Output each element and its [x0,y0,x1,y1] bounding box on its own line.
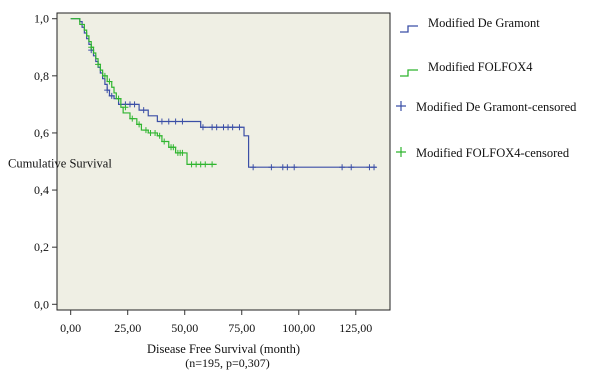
censor-mark [284,164,291,171]
y-tick-label: 0,4 [34,183,49,197]
censor-mark [250,164,257,171]
censor-mark [115,95,122,102]
plot-area [56,12,391,311]
x-axis-label: Disease Free Survival (month) [147,342,300,356]
censor-mark [129,115,136,122]
legend-label-3: Modified De Gramont-censored [416,100,577,114]
censor-mark [179,149,186,156]
x-tick-label: 25,00 [114,321,141,335]
censor-mark [158,118,165,125]
censor-mark [88,44,95,51]
censor-mark [142,127,149,134]
x-tick-label: 50,00 [171,321,198,335]
legend-label-1: Modified De Gramont [428,16,540,30]
censor-mark [209,161,216,168]
censor-mark [161,138,168,145]
x-tick-label: 75,00 [228,321,255,335]
censor-mark [172,118,179,125]
censor-mark [371,164,378,171]
censor-mark [291,164,298,171]
y-tick-label: 0,0 [34,297,49,311]
legend-swatch-1 [400,25,418,33]
x-tick-label: 0,00 [60,321,81,335]
censor-mark [236,124,243,131]
censor-mark [152,129,159,136]
series-layer [70,18,378,171]
censor-mark [156,132,163,139]
censor-mark [131,101,138,108]
legend-swatch-3 [396,101,406,111]
legend-label-2: Modified FOLFOX4 [428,60,533,74]
y-tick-label: 0,6 [34,126,49,140]
legend-swatch-2 [400,69,418,77]
legend-label-4: Modified FOLFOX4-censored [416,146,570,160]
censor-mark [179,118,186,125]
x-tick-label: 125,00 [339,321,372,335]
axes: 0,0 0,2 0,4 0,6 0,8 1,0 0,00 25,00 50,00 75,00 100… [34,12,372,335]
y-tick-label: 0,8 [34,69,49,83]
censor-mark [268,164,275,171]
censor-mark [122,104,129,111]
x-tick-label: 100,00 [282,321,315,335]
censor-mark [202,161,209,168]
censor-mark [213,124,220,131]
censor-mark [104,87,111,94]
censor-mark [229,124,236,131]
censor-mark [348,164,355,171]
censor-mark [165,118,172,125]
censor-mark [95,61,102,68]
censor-mark [108,92,115,99]
censor-mark [339,164,346,171]
y-tick-label: 1,0 [34,12,49,26]
legend: Modified De Gramont Modified FOLFOX4 Modif… [396,16,577,160]
censor-mark [136,121,143,128]
censor-mark [101,72,108,79]
y-axis-label: Cumulative Survival [8,157,112,171]
y-tick-label: 0,2 [34,240,49,254]
censor-mark [199,124,206,131]
x-axis-sublabel: (n=195, p=0,307) [185,356,270,370]
censor-mark [170,144,177,151]
censor-mark [140,107,147,114]
legend-swatch-4 [396,147,406,157]
censor-mark [106,78,113,85]
